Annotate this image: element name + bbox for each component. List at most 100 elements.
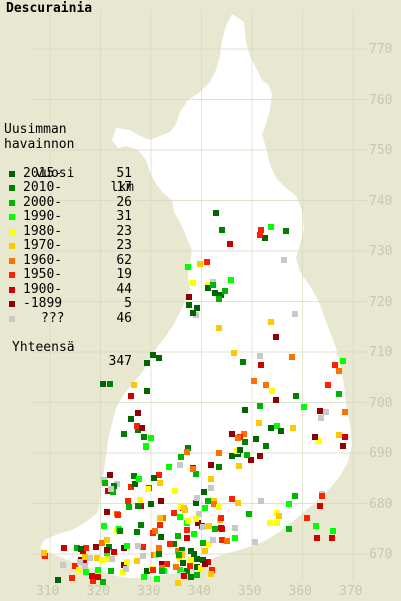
observation-square [83,569,89,575]
observation-square [229,496,235,502]
observation-square [293,393,299,399]
observation-square [82,554,88,560]
legend-swatch [9,286,15,293]
observation-square [128,393,134,399]
observation-square [156,545,162,551]
observation-square [197,261,203,267]
observation-square [61,545,67,551]
observation-square [190,310,196,316]
observation-square [144,388,150,394]
legend-row: 2010- 17 [4,180,132,196]
observation-square [108,486,114,492]
y-axis-label: 750 [369,143,393,158]
observation-square [242,439,248,445]
legend-swatch [9,170,15,177]
observation-square [269,388,275,394]
observation-square [184,568,190,574]
observation-square [117,528,123,534]
observation-square [342,409,348,415]
observation-square [216,464,222,470]
legend-swatch [9,185,15,191]
observation-square [99,557,105,563]
observation-square [202,505,208,511]
observation-square [176,552,182,558]
observation-square [342,434,348,440]
observation-square [227,241,233,247]
legend-row: 1970- 23 [4,238,132,254]
observation-square [323,409,329,415]
observation-square [194,572,200,578]
observation-square [317,408,323,414]
observation-square [241,431,247,437]
observation-square [156,551,162,557]
observation-square [171,510,177,516]
legend-heading-line-2: havainnon [4,136,75,152]
observation-square [107,381,113,387]
legend-row: 1900- 44 [4,282,132,298]
observation-square [219,227,225,233]
observation-square [193,500,199,506]
x-axis-label: 310 [36,584,60,599]
legend-label: 1950- [23,267,63,282]
observation-square [87,555,93,561]
observation-square [152,528,158,534]
legend-swatch [9,301,15,307]
map-grid [30,10,368,580]
observation-square [278,428,284,434]
observation-square [216,450,222,456]
observation-square [246,511,252,517]
observation-square [228,277,234,283]
legend-count: 44 [116,281,132,297]
observation-square [177,514,183,520]
observation-square [317,503,323,509]
observation-square [194,564,200,570]
observation-square [313,523,319,529]
observation-square [186,302,192,308]
legend-row: ??? 46 [4,311,132,327]
observation-square [257,403,263,409]
legend-total-row: Yhteensä 347 [4,326,132,369]
observation-square [135,427,141,433]
observation-square [216,325,222,331]
observation-square [151,475,157,481]
observation-square [134,529,140,535]
observation-square [137,497,143,503]
observation-square [121,431,127,437]
observation-square [173,564,179,570]
observation-square [232,535,238,541]
observation-square [237,447,243,453]
observation-square [193,516,199,522]
y-axis-label: 680 [369,496,393,512]
legend-count-header: lkm [110,180,134,195]
observation-square [194,305,200,311]
observation-square [200,540,206,546]
observation-square [263,382,269,388]
observation-square [195,520,201,526]
legend-row: 1980- 23 [4,224,132,240]
observation-square [268,319,274,325]
observation-square [184,535,190,541]
observation-square [157,522,163,528]
observation-square [332,362,338,368]
observation-square [218,292,224,298]
observation-square [257,353,263,359]
observation-square [132,481,138,487]
observation-square [188,557,194,563]
observation-square [82,563,88,569]
observation-square [138,522,144,528]
observation-square [188,574,194,580]
observation-square [329,535,335,541]
observation-square [212,290,218,296]
legend-rows: 2015- 51 2010- 17 2000- 26 1990- 31 1980- 23 1970-… [4,166,132,327]
observation-square [159,568,165,574]
observation-square [218,515,224,521]
observation-square [140,544,146,550]
observation-square [99,540,105,546]
observation-square [194,556,200,562]
observation-square [172,488,178,494]
legend-label: 2000- [23,194,63,210]
observation-square [178,454,184,460]
observation-square [208,462,214,468]
observation-square [257,232,263,238]
observation-square [111,549,117,555]
